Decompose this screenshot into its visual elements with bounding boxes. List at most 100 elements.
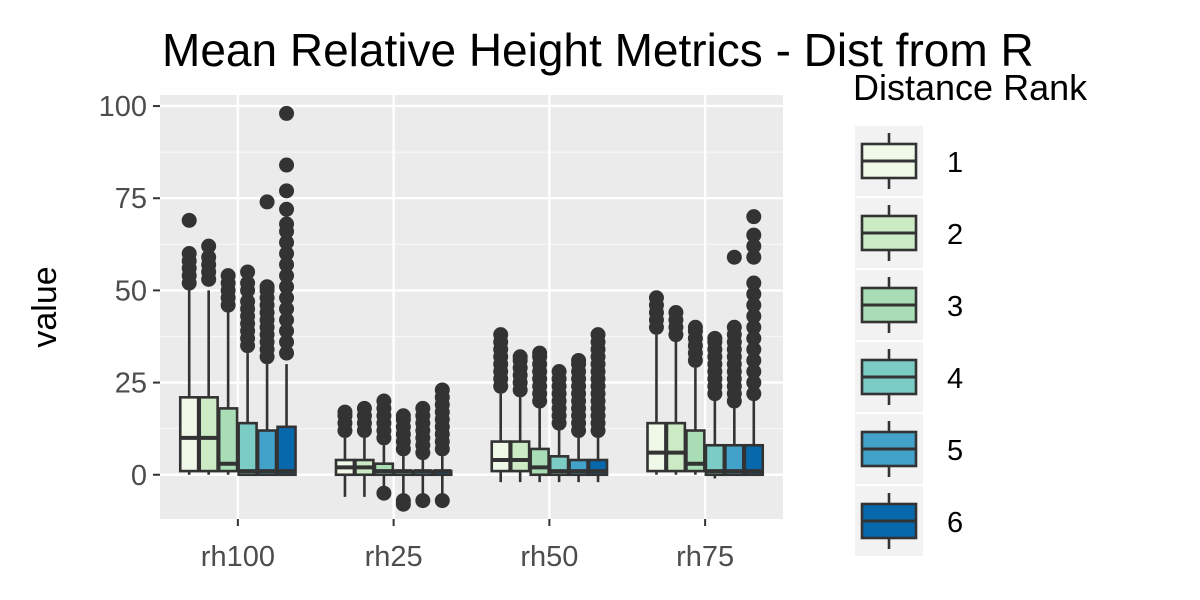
outlier-point bbox=[395, 496, 411, 512]
box-rh75-rank-3 bbox=[685, 319, 706, 475]
outlier-point bbox=[181, 212, 197, 228]
box-rh100-rank-3 bbox=[217, 268, 239, 475]
outlier-point bbox=[279, 216, 295, 232]
outlier-point bbox=[279, 183, 295, 199]
y-tick-label: 0 bbox=[131, 460, 147, 492]
box-rh50-rank-3 bbox=[529, 345, 550, 483]
outlier-point bbox=[240, 264, 256, 280]
box-body bbox=[685, 429, 706, 473]
box-rh100-rank-1 bbox=[178, 212, 200, 475]
y-tick-label: 50 bbox=[115, 275, 147, 307]
outlier-point bbox=[726, 249, 742, 265]
outlier-point bbox=[746, 330, 762, 346]
outlier-point bbox=[181, 246, 197, 262]
box-body bbox=[256, 429, 278, 477]
outlier-point bbox=[746, 227, 762, 243]
legend-item-1: 1 bbox=[855, 126, 963, 196]
box-rh50-rank-6 bbox=[587, 327, 609, 483]
box-rh25-rank-4 bbox=[393, 408, 414, 512]
outlier-point bbox=[648, 290, 664, 306]
outlier-point bbox=[279, 290, 295, 306]
box-body bbox=[529, 447, 550, 477]
outlier-point bbox=[279, 257, 295, 273]
outlier-point bbox=[687, 319, 703, 335]
outlier-point bbox=[279, 234, 295, 250]
y-tick-label: 75 bbox=[115, 183, 147, 215]
outlier-point bbox=[590, 327, 606, 343]
outlier-point bbox=[668, 305, 684, 321]
box-rh25-rank-5 bbox=[412, 400, 434, 509]
outlier-point bbox=[220, 268, 236, 284]
outlier-point bbox=[279, 301, 295, 317]
legend-item-2: 2 bbox=[855, 198, 963, 268]
box-rh100-rank-5 bbox=[256, 194, 278, 477]
x-axis: rh100 rh25 rh50 rh75 bbox=[201, 519, 734, 573]
legend-label: 4 bbox=[947, 363, 963, 395]
outlier-point bbox=[201, 249, 217, 265]
outlier-point bbox=[571, 352, 587, 368]
outlier-point bbox=[279, 246, 295, 262]
legend-item-4: 4 bbox=[855, 342, 963, 412]
box-rh25-rank-6 bbox=[432, 382, 453, 509]
outlier-point bbox=[532, 345, 548, 361]
box-body bbox=[276, 425, 297, 477]
box-rh75-rank-2 bbox=[665, 305, 687, 475]
outlier-point bbox=[746, 249, 762, 265]
box-rh75-rank-4 bbox=[704, 330, 726, 479]
outlier-point bbox=[415, 493, 431, 509]
x-tick-label: rh50 bbox=[520, 541, 578, 573]
box-body bbox=[217, 407, 239, 473]
outlier-point bbox=[746, 319, 762, 335]
outlier-point bbox=[512, 349, 528, 365]
outlier-point bbox=[376, 393, 392, 409]
box-body bbox=[198, 396, 219, 473]
outlier-point bbox=[259, 194, 275, 210]
box-rh25-rank-3 bbox=[373, 393, 395, 501]
outlier-point bbox=[279, 279, 295, 295]
chart-title: Mean Relative Height Metrics - Dist from… bbox=[162, 24, 1034, 76]
outlier-point bbox=[415, 400, 431, 416]
box-rh100-rank-4 bbox=[237, 264, 258, 477]
outlier-point bbox=[279, 334, 295, 350]
outlier-point bbox=[240, 293, 256, 309]
y-tick-label: 100 bbox=[99, 91, 147, 123]
outlier-point bbox=[279, 345, 295, 361]
x-tick-label: rh100 bbox=[201, 541, 275, 573]
box-rh25-rank-1 bbox=[334, 404, 356, 497]
legend-label: 2 bbox=[947, 219, 963, 251]
outlier-point bbox=[434, 493, 450, 509]
x-tick-label: rh75 bbox=[676, 541, 734, 573]
box-rh50-rank-2 bbox=[509, 349, 531, 483]
box-body bbox=[724, 443, 745, 477]
y-axis-title: value bbox=[26, 266, 64, 347]
box-rh75-rank-1 bbox=[646, 290, 667, 475]
outlier-point bbox=[395, 408, 411, 424]
outlier-point bbox=[279, 105, 295, 121]
box-body bbox=[704, 443, 726, 477]
box-body bbox=[178, 396, 200, 473]
outlier-point bbox=[279, 268, 295, 284]
box-rh50-rank-5 bbox=[568, 352, 589, 483]
legend-item-5: 5 bbox=[855, 414, 963, 484]
outlier-point bbox=[240, 275, 256, 291]
legend-item-3: 3 bbox=[855, 270, 963, 340]
box-body bbox=[237, 421, 258, 477]
outlier-point bbox=[746, 275, 762, 291]
box-rh25-rank-2 bbox=[354, 400, 375, 497]
outlier-point bbox=[356, 400, 372, 416]
outlier-point bbox=[259, 279, 275, 295]
legend-label: 5 bbox=[947, 435, 963, 467]
y-axis: 0 25 50 75 100 bbox=[99, 91, 160, 492]
outlier-point bbox=[746, 364, 762, 380]
box-body bbox=[743, 443, 765, 477]
y-tick-label: 25 bbox=[115, 368, 147, 400]
legend-label: 6 bbox=[947, 507, 963, 539]
outlier-point bbox=[746, 341, 762, 357]
box-rh100-rank-2 bbox=[198, 238, 219, 475]
box-body bbox=[646, 421, 667, 473]
box-rh50-rank-4 bbox=[548, 364, 570, 483]
x-tick-label: rh25 bbox=[365, 541, 423, 573]
box-rh100-rank-6 bbox=[276, 105, 297, 477]
outlier-point bbox=[279, 157, 295, 173]
